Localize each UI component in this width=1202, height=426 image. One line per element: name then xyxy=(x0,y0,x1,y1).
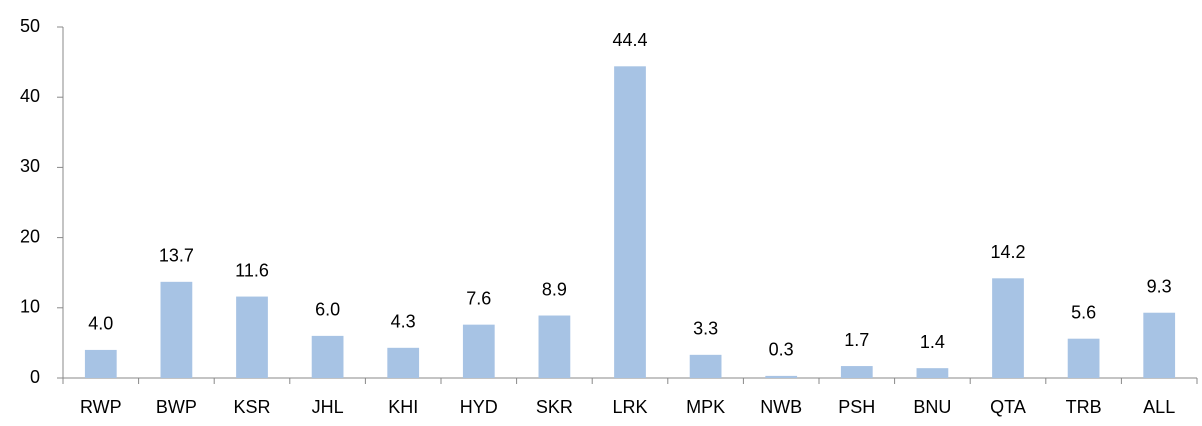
x-tick-label: PSH xyxy=(838,397,875,417)
data-label: 1.4 xyxy=(920,332,945,352)
data-label: 5.6 xyxy=(1071,302,1096,322)
x-tick-label: JHL xyxy=(312,397,344,417)
x-tick-label: TRB xyxy=(1066,397,1102,417)
bar xyxy=(538,315,571,378)
x-tick-label: HYD xyxy=(460,397,498,417)
y-tick-label: 40 xyxy=(20,86,40,106)
bar xyxy=(236,296,268,378)
data-label: 3.3 xyxy=(693,319,718,339)
bar xyxy=(992,278,1024,378)
bar xyxy=(1067,338,1100,378)
data-label: 13.7 xyxy=(159,246,194,266)
data-label: 1.7 xyxy=(844,330,869,350)
data-label: 14.2 xyxy=(990,242,1025,262)
bar xyxy=(614,66,646,378)
bar xyxy=(689,354,722,378)
bar xyxy=(462,324,495,378)
bar xyxy=(765,375,798,378)
x-tick-label: NWB xyxy=(760,397,802,417)
data-label: 9.3 xyxy=(1147,276,1172,296)
x-tick-label: KHI xyxy=(388,397,418,417)
bar xyxy=(160,281,193,378)
y-tick-label: 50 xyxy=(20,16,40,36)
x-tick-label: MPK xyxy=(686,397,725,417)
data-label: 7.6 xyxy=(466,288,491,308)
x-tick-label: BNU xyxy=(913,397,951,417)
data-label: 6.0 xyxy=(315,300,340,320)
y-tick-label: 10 xyxy=(20,297,40,317)
x-tick-label: LRK xyxy=(612,397,647,417)
y-tick-label: 0 xyxy=(30,367,40,387)
x-tick-label: ALL xyxy=(1143,397,1175,417)
data-label: 4.3 xyxy=(391,312,416,332)
x-tick-label: RWP xyxy=(80,397,122,417)
data-label: 44.4 xyxy=(612,30,647,50)
data-label: 8.9 xyxy=(542,279,567,299)
x-tick-label: KSR xyxy=(233,397,270,417)
bar xyxy=(387,347,420,378)
x-tick-label: QTA xyxy=(990,397,1026,417)
y-tick-label: 20 xyxy=(20,226,40,246)
bar xyxy=(1143,312,1176,378)
data-label: 11.6 xyxy=(235,260,269,280)
y-tick-label: 30 xyxy=(20,156,40,176)
bar xyxy=(311,335,344,378)
bar xyxy=(840,366,873,378)
x-tick-label: SKR xyxy=(536,397,573,417)
data-label: 0.3 xyxy=(769,340,794,360)
bar xyxy=(84,349,117,378)
x-tick-label: BWP xyxy=(156,397,197,417)
bar xyxy=(916,368,949,378)
data-label: 4.0 xyxy=(88,314,113,334)
